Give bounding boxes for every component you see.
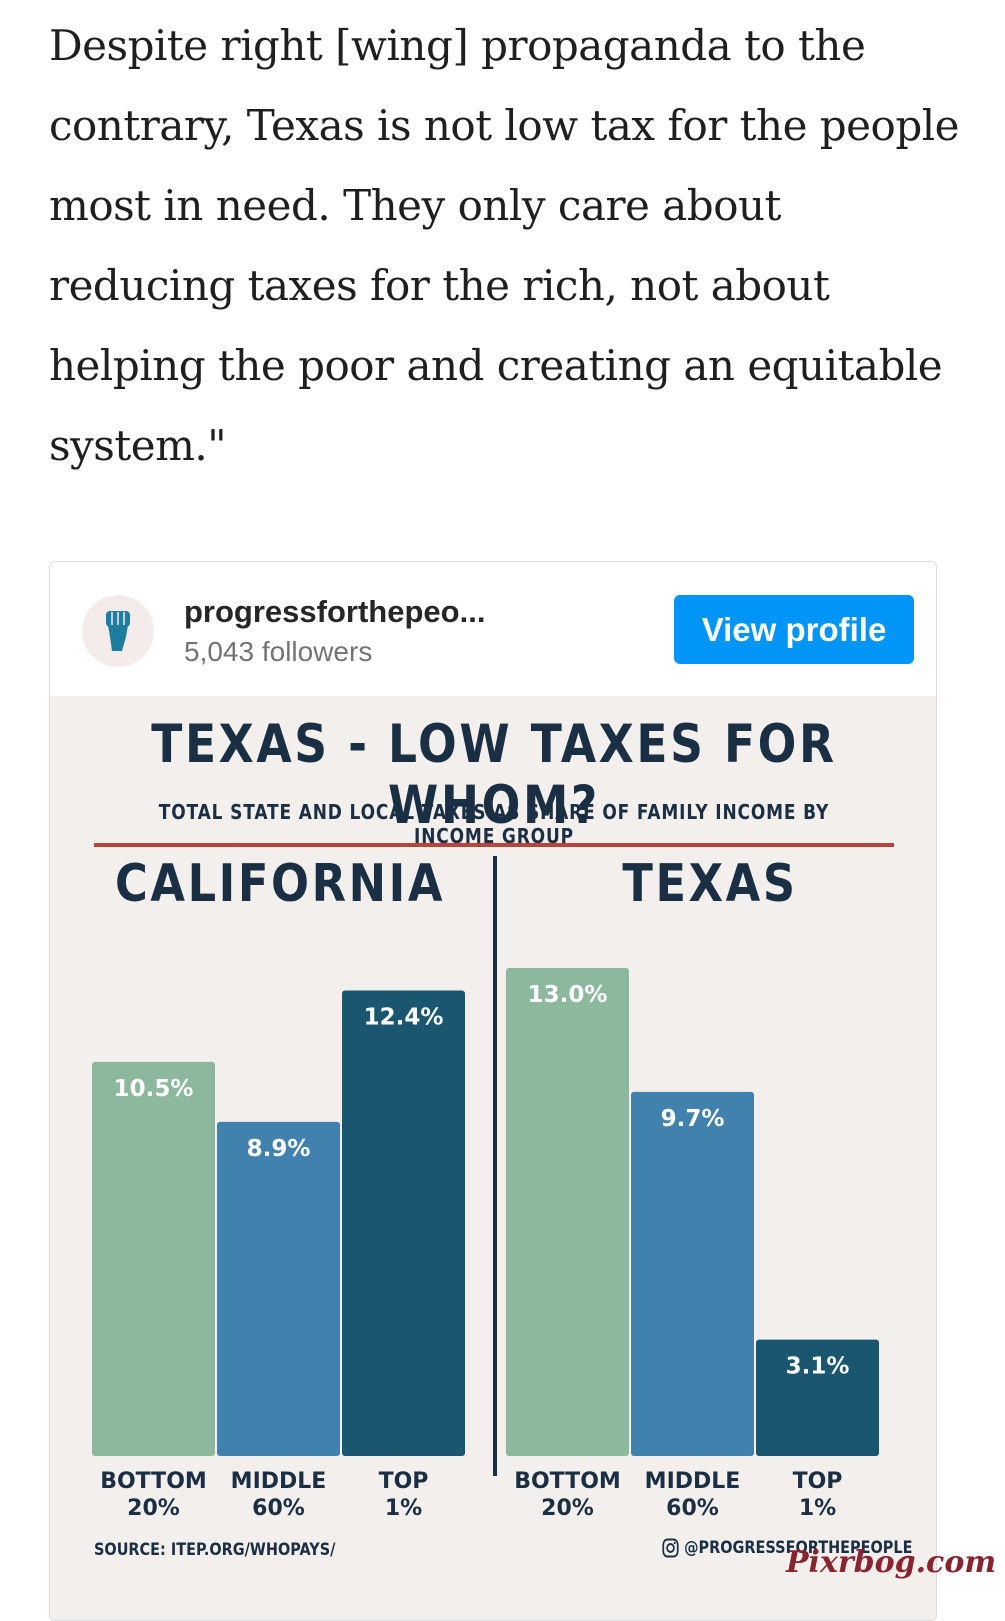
bar-0-1: [217, 1121, 340, 1456]
title-divider: [94, 843, 894, 847]
category-label: MIDDLE: [231, 1469, 327, 1494]
category-label: BOTTOM: [100, 1469, 207, 1494]
instagram-icon: [662, 1538, 679, 1558]
bar-value-label: 8.9%: [247, 1136, 311, 1162]
bar-value-label: 13.0%: [528, 982, 608, 1008]
category-label: 20%: [541, 1496, 594, 1521]
panel-title-california: CALIFORNIA: [114, 854, 446, 914]
embed-header: progressforthepeo... 5,043 followers Vie…: [50, 562, 936, 696]
instagram-embed-card: progressforthepeo... 5,043 followers Vie…: [49, 561, 937, 1621]
bar-0-2: [342, 990, 465, 1456]
bar-1-0: [506, 968, 629, 1456]
profile-name[interactable]: progressforthepeo...: [184, 594, 486, 629]
bar-value-label: 10.5%: [114, 1076, 194, 1102]
panel-title-texas: TEXAS: [622, 854, 798, 914]
view-profile-button[interactable]: View profile: [674, 595, 914, 664]
category-label: 1%: [385, 1496, 422, 1521]
follower-count: 5,043 followers: [184, 636, 373, 667]
category-label: TOP: [379, 1469, 429, 1494]
infographic-title: TEXAS - LOW TAXES FOR WHOM?: [151, 714, 837, 836]
category-label: TOP: [793, 1469, 843, 1494]
raised-fist-icon: [106, 611, 130, 651]
bar-1-2: [756, 1339, 879, 1456]
bar-value-label: 12.4%: [364, 1005, 444, 1031]
infographic-image[interactable]: TEXAS - LOW TAXES FOR WHOM? TOTAL STATE …: [50, 696, 936, 1620]
bar-chart: 10.5%BOTTOM20%8.9%MIDDLE60%12.4%TOP1%13.…: [92, 968, 879, 1521]
panel-divider: [493, 856, 497, 1476]
category-label: 60%: [666, 1496, 719, 1521]
category-label: 20%: [127, 1496, 180, 1521]
watermark: Pixrbog.com: [786, 1545, 997, 1580]
avatar[interactable]: [82, 595, 154, 667]
category-label: 60%: [252, 1496, 305, 1521]
category-label: 1%: [799, 1496, 836, 1521]
bar-0-0: [92, 1061, 215, 1456]
category-label: BOTTOM: [514, 1469, 621, 1494]
category-label: MIDDLE: [645, 1469, 741, 1494]
source-text: SOURCE: ITEP.ORG/WHOPAYS/: [94, 1540, 336, 1560]
bar-value-label: 9.7%: [661, 1106, 725, 1132]
bar-value-label: 3.1%: [786, 1354, 850, 1380]
instagram-handle: @PROGRESSFORTHEPEOPLE: [662, 1538, 912, 1558]
instagram-handle-label: @PROGRESSFORTHEPEOPLE: [684, 1538, 913, 1558]
bar-1-1: [631, 1091, 754, 1456]
article-paragraph: Despite right [wing] propaganda to the c…: [49, 21, 960, 470]
